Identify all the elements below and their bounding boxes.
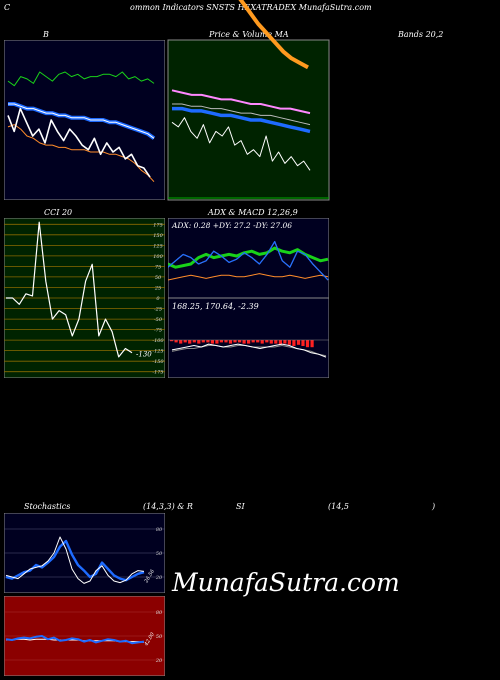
cci-tick-label: 175	[153, 222, 163, 228]
bollinger-upper-line	[7, 71, 155, 87]
cci-tick-label: 125	[153, 243, 163, 249]
adx-readout: ADX: 0.28 +DY: 27.2 -DY: 27.06	[171, 221, 292, 230]
cci-tick-label: -50	[154, 317, 163, 323]
label-stoch-b: (14,3,3) & R	[143, 502, 193, 511]
macd-histogram-bar	[215, 340, 219, 344]
macd-histogram-bar	[287, 340, 291, 345]
macd-histogram-bar	[201, 340, 205, 343]
header-title: ommon Indicators SNSTS HEXATRADEX Munafa…	[130, 3, 372, 12]
label-stoch-d: (14,5	[328, 502, 349, 511]
label-bands: Bands 20,2	[398, 30, 444, 39]
macd-histogram-bar	[260, 340, 264, 344]
label-stoch-a: Stochastics	[24, 502, 71, 511]
cci-line	[6, 221, 133, 358]
macd-histogram-bar	[274, 340, 278, 344]
cci-tick-label: -25	[154, 307, 162, 313]
price-ma-gray-line	[172, 103, 311, 126]
macd-histogram-bar	[269, 340, 273, 344]
price-ma-blue-line	[172, 106, 311, 134]
bollinger-lower-line	[7, 124, 155, 183]
macd-histogram-bar	[179, 340, 183, 344]
stoch-tick-label: 50	[156, 551, 163, 557]
macd-histogram-bar	[192, 340, 196, 343]
cci-tick-label: 75	[155, 264, 161, 270]
stoch-tick-label: 20	[155, 575, 163, 581]
macd-histogram-bar	[170, 340, 174, 342]
adx-panel: ADX: 0.28 +DY: 27.2 -DY: 27.06	[168, 218, 329, 298]
panel-bg	[168, 298, 329, 378]
macd-histogram-bar	[256, 340, 260, 343]
macd-histogram-bar	[188, 340, 192, 344]
macd-readout: 168.25, 170.64, -2.39	[172, 302, 259, 311]
price-ma-orange-line	[238, 0, 309, 70]
bollinger-panel	[4, 40, 165, 200]
price-ma-panel	[167, 0, 330, 201]
cci-tick-label: -125	[152, 349, 163, 355]
stoch-k-line	[5, 539, 145, 582]
adx-minus-di-overlay-line	[168, 241, 329, 281]
macd-histogram-bar	[174, 340, 178, 343]
panel-bg	[168, 218, 329, 298]
rsi-tick-label: 80	[156, 610, 163, 616]
watermark: MunafaSutra.com	[172, 568, 400, 597]
macd-histogram-bar	[233, 340, 237, 343]
cci-tick-label: 0	[156, 296, 160, 302]
cci-panel: 175 150 125 100 75 50 25 0 -25 -50 -75 -100 -125 -150…	[4, 218, 165, 378]
cci-tick-label: 150	[153, 233, 163, 239]
macd-histogram-bar	[283, 340, 287, 344]
macd-histogram-bar	[242, 340, 246, 344]
macd-histogram-bar	[278, 340, 282, 345]
macd-histogram-bar	[228, 340, 233, 344]
header-left: C	[4, 3, 11, 12]
stoch-tick-label: 80	[156, 527, 163, 533]
bollinger-mid-highlight-line	[8, 103, 155, 139]
cci-tick-label: -75	[154, 328, 162, 334]
label-price-ma: Price & Volume MA	[209, 30, 289, 39]
label-bollinger: B	[43, 30, 49, 39]
macd-histogram-bar	[224, 340, 228, 343]
label-adx-macd: ADX & MACD 12,26,9	[208, 208, 298, 217]
cci-tick-label: 50	[155, 275, 162, 281]
macd-histogram-bar	[238, 340, 242, 343]
macd-histogram-bar	[183, 340, 187, 343]
cci-tick-label: -175	[152, 370, 163, 376]
label-stoch-e: )	[432, 502, 436, 511]
rsi-tick-label: 50	[156, 634, 163, 640]
macd-histogram-bar	[310, 340, 314, 348]
macd-histogram-bar	[265, 340, 269, 343]
macd-histogram-bar	[247, 340, 251, 344]
macd-histogram-bar	[206, 340, 210, 343]
rsi-line	[5, 635, 145, 645]
price-ma-pink-line	[171, 89, 311, 115]
macd-histogram-bar	[219, 340, 223, 343]
macd-histogram-bar	[197, 340, 201, 344]
cci-last-label: -130	[136, 351, 152, 359]
price-ma-price-line	[171, 117, 311, 171]
label-stoch-c: SI	[236, 502, 245, 511]
panel-bg	[4, 40, 165, 200]
cci-tick-label: 100	[153, 254, 163, 260]
macd-histogram-bar	[296, 340, 301, 345]
macd-panel: 168.25, 170.64, -2.39	[168, 298, 329, 378]
adx-adx-line	[168, 273, 329, 281]
cci-tick-label: -100	[152, 338, 164, 344]
macd-histogram-bar	[292, 340, 296, 346]
rsi-tick-label: 20	[155, 658, 163, 664]
label-cci: CCI 20	[44, 208, 73, 217]
macd-line	[171, 343, 327, 358]
macd-histogram-bar	[301, 340, 305, 346]
cci-tick-label: -150	[152, 359, 164, 365]
stoch-d-line	[5, 536, 145, 584]
macd-histogram-bar	[210, 340, 214, 344]
bollinger-price-line	[7, 107, 151, 178]
macd-histogram-bar	[251, 340, 255, 343]
cci-tick-label: 25	[154, 286, 161, 292]
macd-histogram-bar	[305, 340, 310, 348]
